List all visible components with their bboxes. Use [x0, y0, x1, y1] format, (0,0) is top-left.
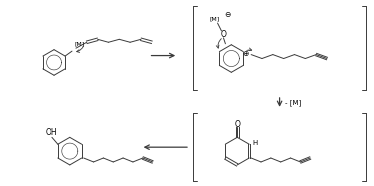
Text: ⊖: ⊖: [224, 10, 231, 19]
Text: O: O: [234, 120, 240, 129]
Text: H: H: [252, 140, 257, 146]
Text: - [M]: - [M]: [285, 100, 301, 106]
Text: ⊕: ⊕: [242, 49, 248, 58]
Text: [M]: [M]: [75, 42, 85, 47]
Text: [M]: [M]: [210, 17, 220, 22]
Text: O: O: [221, 30, 226, 39]
Text: OH: OH: [45, 128, 57, 137]
